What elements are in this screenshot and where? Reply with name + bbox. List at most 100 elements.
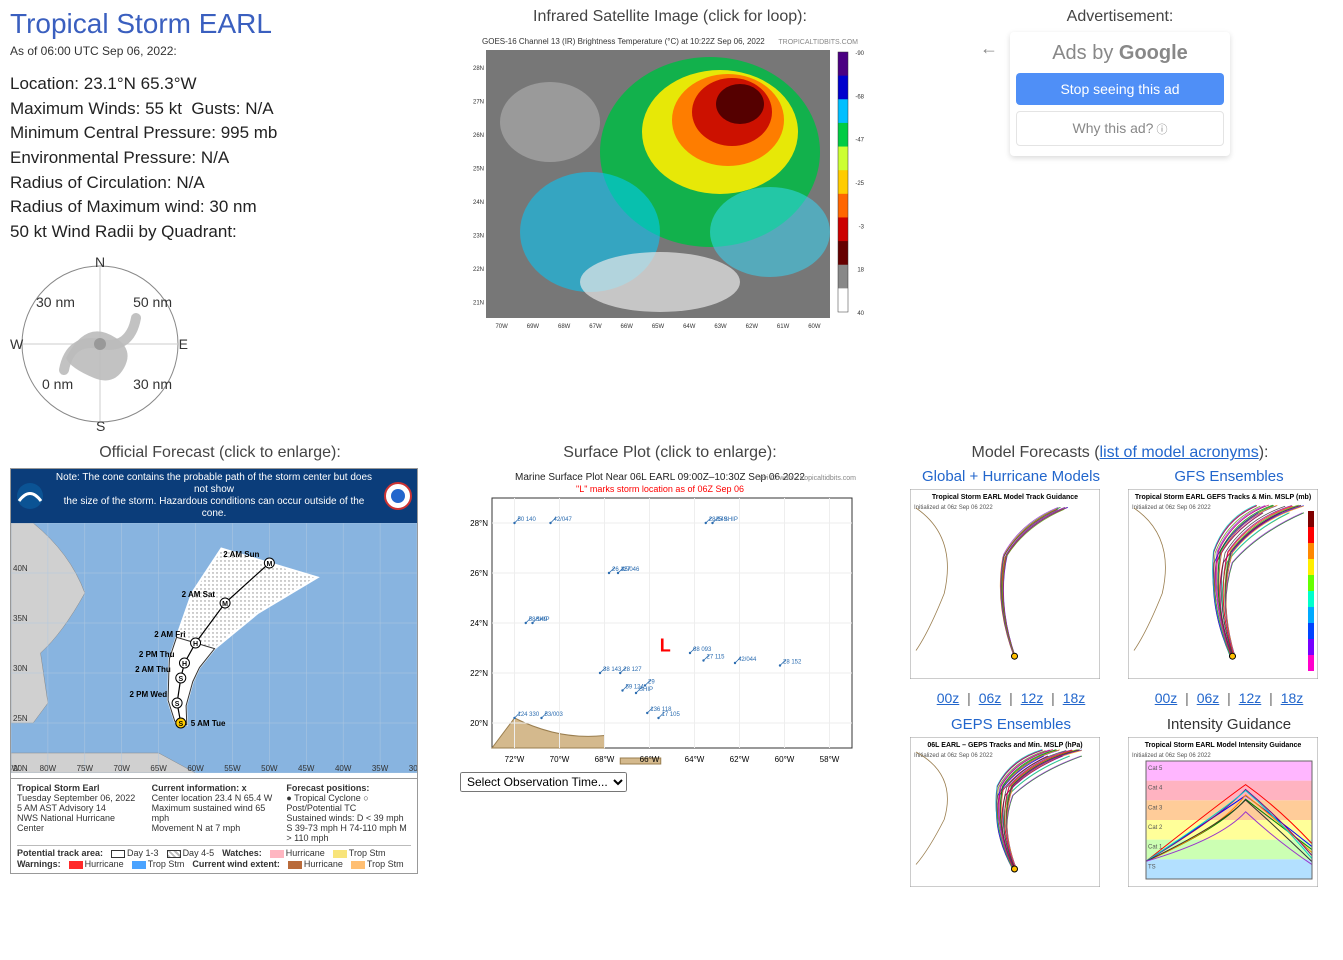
svg-text:38 143: 38 143	[603, 667, 622, 673]
cone-forecast-h: Forecast positions:	[286, 783, 369, 793]
svg-text:2 AM Fri: 2 AM Fri	[154, 630, 185, 639]
ad-heading: Advertisement:	[910, 8, 1330, 26]
gfs-ensembles-card: GFS Ensembles Tropical Storm EARL GEFS T…	[1128, 468, 1330, 706]
svg-text:22N: 22N	[473, 267, 484, 273]
back-arrow-icon[interactable]: ←	[980, 38, 998, 59]
run-link-12z[interactable]: 12z	[1239, 690, 1262, 706]
svg-text:06L EARL – GEPS Tracks and Min: 06L EARL – GEPS Tracks and Min. MSLP (hP…	[927, 742, 1082, 749]
nhc-cone-graphic[interactable]: Note: The cone contains the probable pat…	[10, 468, 418, 874]
cone-sub2: 5 AM AST Advisory 14	[17, 803, 106, 813]
cone-days45: Day 4-5	[183, 848, 215, 858]
roc-value: N/A	[176, 173, 204, 192]
gfs-title[interactable]: GFS Ensembles	[1128, 468, 1330, 485]
svg-text:55W: 55W	[224, 764, 241, 773]
why-ad-button[interactable]: Why this ad?ⓘ	[1016, 111, 1224, 146]
ads-by-line: Ads by Google	[1016, 42, 1224, 65]
global-run-links: 00z | 06z | 12z | 18z	[910, 690, 1112, 706]
cone-watches-h: Watches:	[222, 848, 262, 858]
run-link-06z[interactable]: 06z	[979, 690, 1002, 706]
svg-text:26N: 26N	[473, 133, 484, 139]
run-link-06z[interactable]: 06z	[1197, 690, 1220, 706]
intensity-chart[interactable]: Tropical Storm EARL Model Intensity Guid…	[1128, 737, 1318, 887]
run-link-00z[interactable]: 00z	[1155, 690, 1178, 706]
geps-title[interactable]: GEPS Ensembles	[910, 716, 1112, 733]
svg-text:26°N: 26°N	[470, 569, 488, 578]
storm-stats: Location: 23.1°N 65.3°W Maximum Winds: 5…	[10, 72, 430, 244]
svg-text:28°N: 28°N	[470, 519, 488, 528]
svg-text:17 105: 17 105	[662, 712, 681, 718]
svg-text:S: S	[178, 676, 183, 683]
run-link-18z[interactable]: 18z	[1281, 690, 1304, 706]
svg-text:22°N: 22°N	[470, 669, 488, 678]
svg-text:40N: 40N	[13, 564, 28, 573]
cone-current-h: Current information: x	[152, 783, 247, 793]
svg-text:64W: 64W	[683, 324, 696, 330]
storm-info-panel: Tropical Storm EARL As of 06:00 UTC Sep …	[10, 8, 430, 434]
svg-text:61W: 61W	[777, 324, 790, 330]
info-icon: ⓘ	[1156, 124, 1167, 136]
run-link-00z[interactable]: 00z	[937, 690, 960, 706]
svg-text:60W: 60W	[808, 324, 821, 330]
ad-panel: Advertisement: ← Ads by Google Stop seei…	[910, 8, 1330, 156]
svg-text:Cat 3: Cat 3	[1148, 806, 1163, 812]
separator: |	[1005, 690, 1016, 706]
svg-text:70W: 70W	[495, 324, 508, 330]
global-models-chart[interactable]: Tropical Storm EARL Model Track Guidance…	[910, 489, 1100, 679]
svg-text:62°W: 62°W	[730, 755, 750, 764]
svg-text:Initialized at 06z Sep 06 2022: Initialized at 06z Sep 06 2022	[1132, 505, 1211, 511]
models-suffix: ):	[1259, 444, 1269, 461]
stop-ad-button[interactable]: Stop seeing this ad	[1016, 73, 1224, 105]
official-forecast-panel: Official Forecast (click to enlarge): No…	[10, 444, 430, 874]
svg-text:53/003: 53/003	[545, 712, 564, 718]
svg-text:2 AM Sun: 2 AM Sun	[223, 550, 259, 559]
svg-text:30N: 30N	[13, 664, 28, 673]
compass-s: S	[96, 418, 105, 434]
svg-text:Levi Cowan – tropicaltidbits.c: Levi Cowan – tropicaltidbits.com	[756, 475, 857, 482]
svg-text:2 PM Wed: 2 PM Wed	[129, 690, 167, 699]
roc-label: Radius of Circulation:	[10, 173, 172, 192]
cone-title: Tropical Storm Earl	[17, 783, 100, 793]
gusts-value: N/A	[245, 99, 273, 118]
svg-text:M: M	[222, 601, 228, 608]
surface-plot[interactable]: Marine Surface Plot Near 06L EARL 09:00Z…	[460, 468, 860, 768]
svg-text:85W: 85W	[11, 764, 20, 773]
run-link-12z[interactable]: 12z	[1021, 690, 1044, 706]
svg-text:Cat 2: Cat 2	[1148, 825, 1163, 831]
compass-e: E	[179, 336, 188, 352]
svg-text:42/044: 42/044	[738, 657, 757, 663]
gfs-run-links: 00z | 06z | 12z | 18z	[1128, 690, 1330, 706]
svg-text:69W: 69W	[527, 324, 540, 330]
compass-n: N	[95, 254, 105, 270]
svg-text:27 115: 27 115	[707, 655, 726, 661]
separator: |	[963, 690, 974, 706]
svg-text:5 AM Tue: 5 AM Tue	[191, 719, 226, 728]
svg-text:40: 40	[857, 311, 864, 317]
svg-text:68W: 68W	[558, 324, 571, 330]
svg-text:2 AM Thu: 2 AM Thu	[135, 665, 171, 674]
global-models-title[interactable]: Global + Hurricane Models	[910, 468, 1112, 485]
gfs-chart[interactable]: Tropical Storm EARL GEFS Tracks & Min. M…	[1128, 489, 1318, 679]
observation-time-select[interactable]: Select Observation Time...	[460, 772, 627, 792]
svg-text:S: S	[178, 721, 183, 728]
svg-text:Cat 4: Cat 4	[1148, 786, 1163, 792]
intensity-title[interactable]: Intensity Guidance	[1128, 716, 1330, 733]
surface-plot-panel: Surface Plot (click to enlarge): Marine …	[460, 444, 880, 792]
models-prefix: Model Forecasts (	[972, 444, 1100, 461]
svg-text:M: M	[266, 561, 272, 568]
svg-text:58°W: 58°W	[820, 755, 840, 764]
separator: |	[1181, 690, 1192, 706]
run-link-18z[interactable]: 18z	[1063, 690, 1086, 706]
geps-ensembles-card: GEPS Ensembles 06L EARL – GEPS Tracks an…	[910, 716, 1112, 892]
svg-text:40W: 40W	[335, 764, 352, 773]
svg-text:72°W: 72°W	[505, 755, 525, 764]
svg-text:Tropical Storm EARL Model Trac: Tropical Storm EARL Model Track Guidance	[932, 494, 1078, 501]
svg-text:25N: 25N	[473, 166, 484, 172]
satellite-image[interactable]: GOES-16 Channel 13 (IR) Brightness Tempe…	[470, 32, 870, 332]
svg-text:-3: -3	[859, 224, 865, 230]
cone-watch-ts: Trop Stm	[349, 848, 386, 858]
satellite-heading: Infrared Satellite Image (click for loop…	[460, 8, 880, 26]
compass-w: W	[10, 336, 23, 352]
svg-text:"L" marks storm location as of: "L" marks storm location as of 06Z Sep 0…	[576, 484, 744, 494]
model-acronyms-link[interactable]: list of model acronyms	[1100, 444, 1259, 461]
geps-chart[interactable]: 06L EARL – GEPS Tracks and Min. MSLP (hP…	[910, 737, 1100, 887]
